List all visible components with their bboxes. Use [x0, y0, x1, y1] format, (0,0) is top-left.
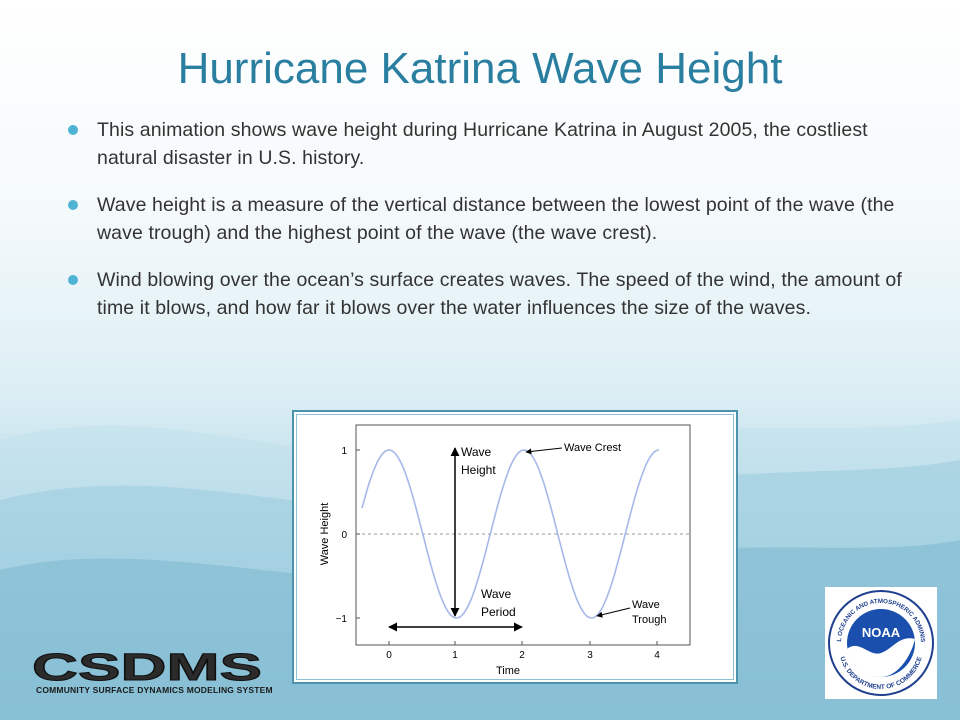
y-tick-label: −1 — [336, 614, 348, 625]
slide-title: Hurricane Katrina Wave Height — [177, 44, 783, 93]
wave-period-label: Wave — [481, 587, 512, 601]
y-axis-label: Wave Height — [319, 503, 331, 566]
noaa-logo: NATIONAL OCEANIC AND ATMOSPHERIC ADMINIS… — [823, 582, 937, 699]
x-tick-label: 2 — [519, 650, 525, 661]
bullet-icon — [68, 125, 78, 135]
wave-height-label: Height — [461, 463, 496, 477]
bullet-text: This animation shows wave height during … — [97, 119, 868, 169]
wave-height-label: Wave — [461, 445, 492, 459]
csdms-subtitle: COMMUNITY SURFACE DYNAMICS MODELING SYST… — [36, 685, 273, 695]
bullet-item: Wind blowing over the ocean’s surface cr… — [64, 266, 904, 322]
wave-curve — [361, 449, 660, 619]
wave-trough-label: Wave — [632, 599, 660, 611]
wave-trough-label: Trough — [632, 614, 666, 626]
noaa-bird-icon — [847, 638, 915, 677]
x-tick-label: 4 — [654, 650, 660, 661]
x-ticks — [388, 641, 658, 645]
x-tick-label: 0 — [386, 650, 392, 661]
plot-frame — [355, 424, 691, 646]
noaa-logo-text: NOAA — [862, 625, 901, 640]
csdms-logo-text: CSDMS — [32, 647, 262, 689]
wave-trough-pointer — [596, 607, 631, 618]
wave-period-label: Period — [481, 605, 516, 619]
bullet-text: Wind blowing over the ocean’s surface cr… — [97, 269, 902, 319]
y-tick-label: 0 — [341, 530, 347, 541]
wave-crest-label: Wave Crest — [564, 442, 621, 454]
x-tick-label: 1 — [452, 650, 458, 661]
x-axis-label: Time — [496, 665, 520, 677]
y-tick-label: 1 — [341, 446, 347, 457]
y-ticks — [356, 449, 360, 619]
bullet-text: Wave height is a measure of the vertical… — [97, 194, 895, 244]
bullet-icon — [68, 275, 78, 285]
bullet-list: This animation shows wave height during … — [64, 116, 904, 341]
wave-crest-pointer — [525, 447, 563, 455]
x-tick-label: 3 — [587, 650, 593, 661]
bullet-item: Wave height is a measure of the vertical… — [64, 191, 904, 247]
bullet-icon — [68, 200, 78, 210]
bullet-item: This animation shows wave height during … — [64, 116, 904, 172]
wave-diagram: 1 0 −1 0 1 2 3 4 Time Wave Height Wave H… — [292, 410, 738, 684]
